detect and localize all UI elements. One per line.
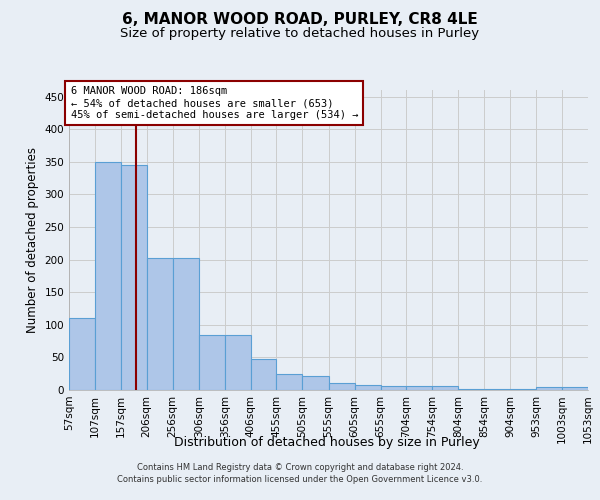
Bar — [562, 388, 588, 390]
Bar — [536, 388, 562, 390]
Bar — [146, 258, 173, 390]
Bar — [121, 165, 146, 390]
Bar — [251, 360, 277, 390]
Bar — [173, 258, 199, 390]
Bar — [69, 318, 95, 390]
Text: Contains HM Land Registry data © Crown copyright and database right 2024.: Contains HM Land Registry data © Crown c… — [137, 464, 463, 472]
Text: 6 MANOR WOOD ROAD: 186sqm
← 54% of detached houses are smaller (653)
45% of semi: 6 MANOR WOOD ROAD: 186sqm ← 54% of detac… — [71, 86, 358, 120]
Bar — [355, 386, 380, 390]
Text: Size of property relative to detached houses in Purley: Size of property relative to detached ho… — [121, 28, 479, 40]
Bar — [277, 374, 302, 390]
Bar — [199, 334, 225, 390]
Text: 6, MANOR WOOD ROAD, PURLEY, CR8 4LE: 6, MANOR WOOD ROAD, PURLEY, CR8 4LE — [122, 12, 478, 28]
Bar — [432, 386, 458, 390]
Bar — [225, 334, 251, 390]
Y-axis label: Number of detached properties: Number of detached properties — [26, 147, 39, 333]
Text: Contains public sector information licensed under the Open Government Licence v3: Contains public sector information licen… — [118, 475, 482, 484]
Bar — [302, 376, 329, 390]
Bar — [329, 384, 355, 390]
Bar — [406, 386, 432, 390]
Text: Distribution of detached houses by size in Purley: Distribution of detached houses by size … — [174, 436, 480, 449]
Bar — [95, 162, 121, 390]
Bar — [380, 386, 406, 390]
